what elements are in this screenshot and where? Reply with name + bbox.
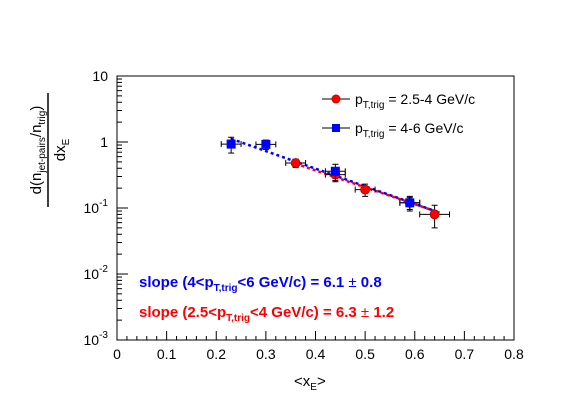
x-tick-label: 0.5 bbox=[355, 346, 375, 362]
legend-label-1: pT,trig = 2.5-4 GeV/c bbox=[355, 91, 475, 111]
data-point-square bbox=[330, 166, 340, 176]
legend-marker-circle bbox=[331, 94, 341, 104]
y-axis-title-denominator: dxE bbox=[52, 138, 72, 161]
y-tick-label: 10-1 bbox=[84, 198, 109, 216]
y-axis-title-numerator: d(njet-pairs/ntrig) bbox=[28, 106, 48, 195]
legend: pT,trig = 2.5-4 GeV/c pT,trig = 4-6 GeV/… bbox=[322, 91, 475, 140]
x-tick-label: 0.7 bbox=[455, 346, 475, 362]
legend-label-2: pT,trig = 4-6 GeV/c bbox=[355, 120, 463, 140]
x-axis-title: <xE> bbox=[294, 373, 326, 393]
data-point-square bbox=[261, 139, 271, 149]
y-tick-label: 10-2 bbox=[84, 264, 109, 282]
data-points bbox=[220, 136, 450, 229]
y-tick-label: 10-3 bbox=[84, 330, 109, 348]
x-tick-label: 0 bbox=[113, 346, 121, 362]
plot-frame bbox=[116, 75, 515, 341]
y-axis-title: d(njet-pairs/ntrig) dxE bbox=[28, 93, 72, 207]
y-tick-label: 1 bbox=[100, 134, 108, 150]
y-tick-label: 10 bbox=[92, 68, 108, 84]
x-tick-label: 0.2 bbox=[207, 346, 227, 362]
fit-line bbox=[295, 162, 440, 214]
x-axis-ticks: 0 0.1 0.2 0.3 0.4 0.5 0.6 0.7 0.8 bbox=[113, 331, 524, 362]
x-tick-label: 0.8 bbox=[504, 346, 524, 362]
legend-marker-square bbox=[332, 124, 340, 132]
x-tick-label: 0.3 bbox=[256, 346, 276, 362]
data-point-circle bbox=[429, 209, 440, 220]
data-point-circle bbox=[360, 184, 371, 195]
data-point-circle bbox=[290, 158, 301, 168]
x-tick-label: 0.4 bbox=[306, 346, 326, 362]
x-tick-label: 0.6 bbox=[405, 346, 425, 362]
data-point-square bbox=[226, 139, 236, 149]
slope-annotation-red: slope (2.5<pT,trig<4 GeV/c) = 6.3 ± 1.2 bbox=[139, 304, 394, 324]
data-point-square bbox=[405, 198, 415, 208]
x-tick-label: 0.1 bbox=[157, 346, 177, 362]
slope-annotation-blue: slope (4<pT,trig<6 GeV/c) = 6.1 ± 0.8 bbox=[139, 274, 382, 294]
y-axis-ticks: 10-3 10-2 10-1 1 10 bbox=[84, 68, 128, 348]
